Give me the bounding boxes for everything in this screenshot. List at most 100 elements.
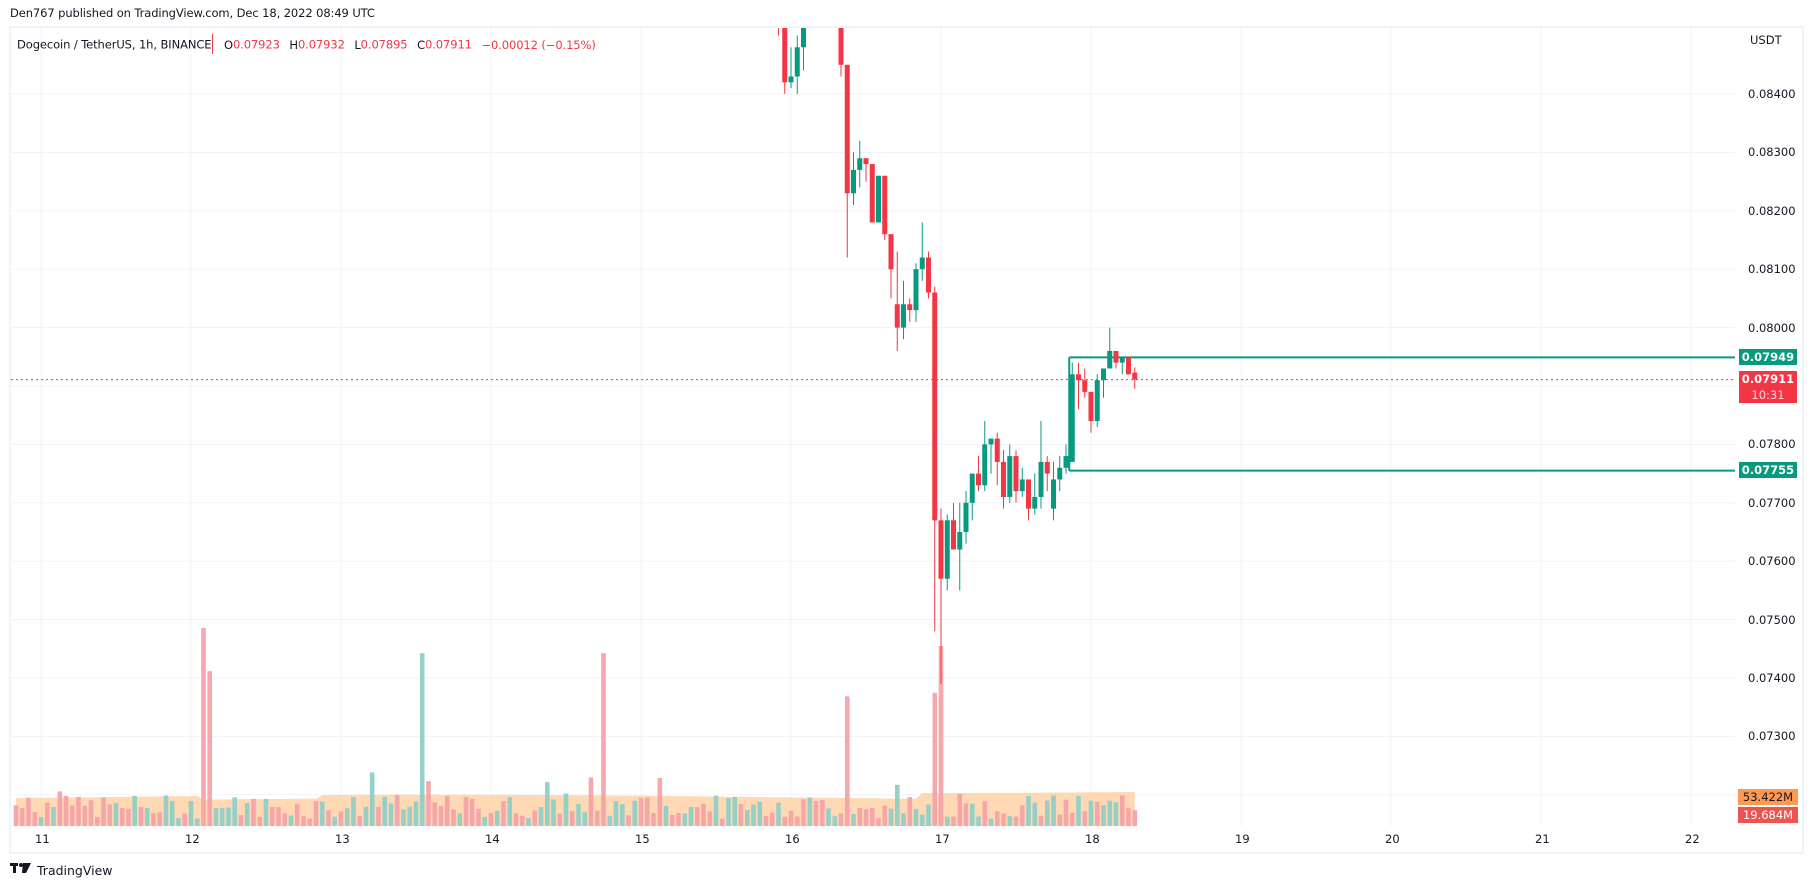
volume-bar [1007,815,1013,826]
volume-bar [595,810,600,826]
volume-bar [257,816,262,826]
volume-bar [570,811,575,826]
volume-bar [901,813,906,826]
volume-bar [63,795,69,826]
volume-bar [651,813,656,826]
volume-bar [1013,816,1019,826]
volume-bar [307,818,312,826]
candle-body [1013,456,1019,492]
volume-bar [444,795,450,826]
volume-bar [351,797,356,826]
candle-body [919,257,925,270]
volume-bar [507,797,512,826]
candle-body [907,304,913,311]
volume-bar [363,806,369,826]
volume-bar [107,804,113,826]
candle-body [882,175,888,235]
volume-bar [1088,800,1094,826]
volume-bar [169,800,175,826]
volume-bar [782,816,788,826]
chart-frame[interactable] [9,26,1804,854]
volume-bar [232,797,237,826]
crosshair-cursor [212,34,214,54]
volume-bar [557,813,563,826]
symbol-name[interactable]: Dogecoin / TetherUS, 1h, BINANCE [17,37,212,52]
candle-body [782,28,788,83]
volume-bar [895,784,900,826]
price-tick: 0.08300 [1748,145,1796,160]
volume-bar [1076,796,1081,826]
volume-bar [226,807,231,826]
price-tick: 0.08000 [1748,320,1796,335]
volume-bar [882,805,888,826]
volume-bar [338,811,344,826]
volume-bar [1032,802,1038,826]
volume-bar [95,816,100,826]
volume-bar [757,801,763,826]
candle-body [926,257,931,293]
volume-bar [520,815,525,826]
volume-bar [988,818,994,826]
volume-bar [344,808,350,826]
volume-bar [182,813,187,826]
candle-body [863,158,869,165]
candle-body [1094,380,1100,422]
volume-bar [726,798,731,826]
volume-bar [982,800,988,826]
candle-body [957,532,963,550]
high-value: 0.07932 [297,37,345,52]
volume-bar [582,812,588,826]
publish-info: Den767 published on TradingView.com, Dec… [10,6,375,20]
volume-bar [526,818,531,826]
volume-bar [469,798,475,826]
volume-bar [888,808,894,826]
candle-body [788,76,794,83]
volume-bar [382,796,387,826]
volume-bar [1070,812,1075,826]
volume-bar [851,814,856,826]
candle-body [838,28,844,65]
candle-body [1051,479,1056,509]
volume-bar [38,817,44,826]
volume-bar [207,671,212,826]
candle-body [1044,461,1050,474]
volume-bar [151,813,156,826]
volume-bar [1113,802,1119,826]
time-tick: 15 [635,832,650,846]
volume-bar [238,815,244,826]
volume-bar [763,815,769,826]
volume-bar [795,816,800,826]
footer-brand[interactable]: TradingView [10,862,113,878]
volume-bar [870,808,875,826]
volume-bar [113,803,119,826]
volume-bar [126,808,131,826]
candle-body [963,502,969,532]
volume-bar [57,791,63,826]
volume-bar [138,806,144,826]
volume-bar [1120,795,1125,826]
volume-bar [820,800,825,826]
price-tick: 0.07700 [1748,495,1796,510]
volume-bar [244,803,250,826]
resistance-price-tag: 0.07949 [1739,349,1797,365]
volume-bar [432,802,437,826]
candle-body [913,269,919,311]
volume-bar [588,777,594,826]
volume-bar [1082,811,1088,826]
candle-body [1019,479,1025,492]
volume-bar [913,808,919,826]
volume-bar [13,805,19,826]
last-price-tag: 0.07911 10:31 [1739,371,1797,403]
volume-bar [282,813,287,826]
time-tick: 11 [35,832,50,846]
volume-bar [845,696,850,826]
volume-bar [163,795,169,826]
volume-bar [463,797,469,826]
candle-body [894,304,900,328]
volume-bar [1057,814,1063,826]
candle-body [969,473,975,503]
volume-bar [451,809,456,826]
volume-bar [394,794,400,826]
volume-bar [45,802,50,826]
